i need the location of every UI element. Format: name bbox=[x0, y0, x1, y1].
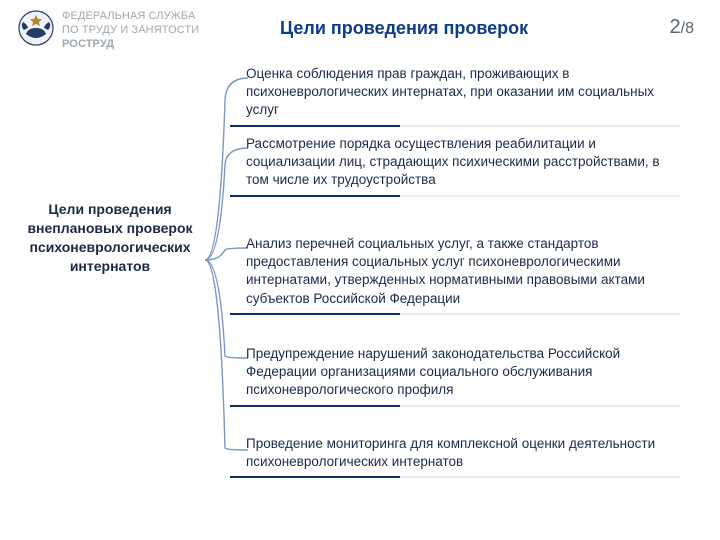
emblem-icon bbox=[18, 10, 54, 46]
underline-light bbox=[400, 476, 680, 478]
branch-list: Оценка соблюдения прав граждан, проживаю… bbox=[240, 60, 700, 530]
list-item: Предупреждение нарушений законодательств… bbox=[240, 345, 680, 406]
item-text: Анализ перечней социальных услуг, а такж… bbox=[240, 235, 680, 314]
underline-light bbox=[400, 195, 680, 197]
list-item: Рассмотрение порядка осуществления реаби… bbox=[240, 135, 680, 196]
list-item: Проведение мониторинга для комплексной о… bbox=[240, 435, 680, 477]
item-text: Оценка соблюдения прав граждан, проживаю… bbox=[240, 65, 680, 126]
underline-light bbox=[400, 125, 680, 127]
underline-dark bbox=[230, 125, 400, 127]
item-text: Проведение мониторинга для комплексной о… bbox=[240, 435, 680, 477]
underline-light bbox=[400, 405, 680, 407]
page-total: /8 bbox=[681, 20, 694, 37]
underline-dark bbox=[230, 195, 400, 197]
underline-dark bbox=[230, 405, 400, 407]
org-line3: РОСТРУД bbox=[62, 38, 199, 52]
underline-light bbox=[400, 313, 680, 315]
org-name: ФЕДЕРАЛЬНАЯ СЛУЖБА ПО ТРУДУ И ЗАНЯТОСТИ … bbox=[62, 10, 199, 51]
org-line2: ПО ТРУДУ И ЗАНЯТОСТИ bbox=[62, 24, 199, 38]
page-number: 2/8 bbox=[670, 16, 694, 39]
list-item: Анализ перечней социальных услуг, а такж… bbox=[240, 235, 680, 314]
page-current: 2 bbox=[670, 16, 681, 38]
slide: { "page": { "current": "2", "total": "/8… bbox=[0, 0, 720, 540]
list-item: Оценка соблюдения прав граждан, проживаю… bbox=[240, 65, 680, 126]
item-text: Рассмотрение порядка осуществления реаби… bbox=[240, 135, 680, 196]
underline-dark bbox=[230, 476, 400, 478]
org-line1: ФЕДЕРАЛЬНАЯ СЛУЖБА bbox=[62, 10, 199, 24]
item-text: Предупреждение нарушений законодательств… bbox=[240, 345, 680, 406]
page-title: Цели проведения проверок bbox=[280, 18, 528, 39]
underline-dark bbox=[230, 313, 400, 315]
root-label: Цели проведения внеплановых проверок пси… bbox=[10, 200, 210, 276]
